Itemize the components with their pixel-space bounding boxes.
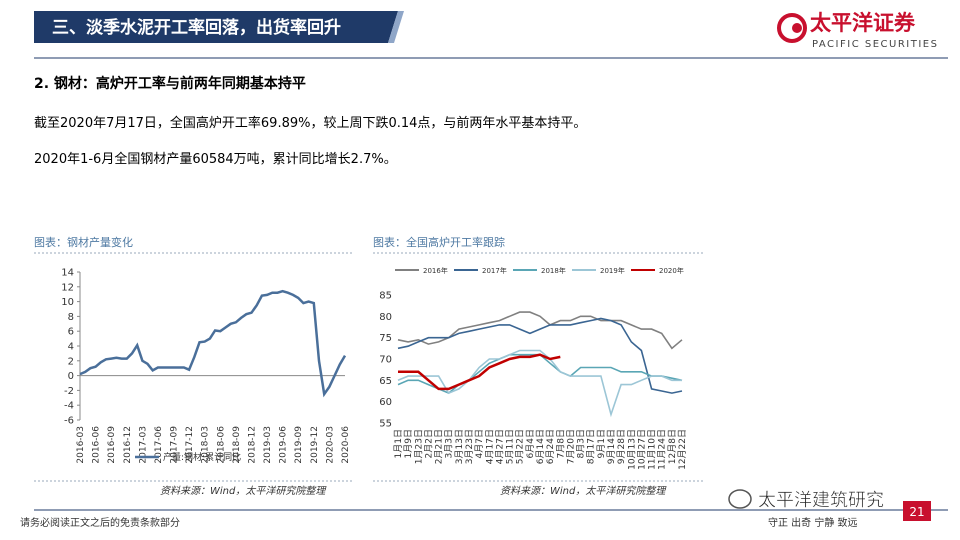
paragraph: 2020年1-6月全国钢材产量60584万吨，累计同比增长2.7%。 (34, 151, 397, 167)
header-title: 三、淡季水泥开工率回落，出货率回升 (52, 17, 341, 38)
x-tick-label: 2018-06 (216, 426, 226, 464)
x-tick-label: 11月24日 (657, 429, 668, 470)
x-tick-label: 1月9日 (403, 429, 414, 458)
x-tick-label: 2020-03 (325, 426, 335, 464)
y-tick-label: 14 (61, 268, 74, 279)
y-tick-label: 65 (379, 376, 392, 387)
source: 资料来源：Wind，太平洋研究院整理 (500, 485, 667, 497)
y-tick-label: 80 (379, 312, 392, 323)
logo-mark (777, 13, 807, 43)
x-tick-label: 2017-06 (154, 426, 164, 464)
x-tick-label: 2019-09 (294, 426, 304, 464)
x-tick-label: 2016-09 (107, 426, 117, 464)
y-tick-label: -4 (64, 401, 74, 412)
header-bar (34, 11, 398, 43)
x-tick-label: 2018-03 (201, 426, 211, 464)
x-tick-label: 12月8日 (667, 429, 678, 464)
series-line (79, 289, 347, 398)
series-line (398, 353, 561, 391)
x-tick-label: 12月22日 (677, 429, 688, 470)
x-tick-label: 2020-06 (341, 426, 351, 464)
x-tick-label: 7月8日 (555, 429, 566, 458)
series-line (397, 317, 683, 394)
y-tick-label: 70 (379, 355, 392, 366)
x-tick-label: 2016-03 (76, 426, 86, 464)
x-tick-label: 10月27日 (636, 429, 647, 470)
logo-dot (792, 23, 802, 33)
y-tick-label: 8 (68, 312, 74, 323)
y-tick-label: 12 (61, 282, 74, 293)
paragraph: 截至2020年7月17日，全国高炉开工率69.89%，较上周下跌0.14点，与前… (34, 115, 586, 131)
x-tick-label: 11月10日 (647, 429, 658, 470)
y-tick-label: 10 (61, 297, 74, 308)
x-tick-label: 2019-06 (279, 426, 289, 464)
x-tick-label: 9月14日 (606, 429, 617, 464)
x-tick-label: 3月3日 (444, 429, 455, 458)
x-tick-label: 6月14日 (535, 429, 546, 464)
legend-label: 2017年 (482, 266, 507, 275)
legend-label: 2020年 (659, 266, 684, 275)
x-tick-label: 8月3日 (576, 429, 587, 458)
series-line (397, 349, 682, 418)
x-tick-label: 6月4日 (525, 429, 536, 458)
x-tick-label: 5月11日 (505, 429, 516, 464)
x-tick-label: 2017-12 (185, 426, 195, 464)
x-tick-label: 2019-12 (310, 426, 320, 464)
x-tick-label: 2018-09 (232, 426, 242, 464)
x-tick-label: 6月24日 (545, 429, 556, 464)
x-tick-label: 10月13日 (626, 429, 637, 470)
x-tick-label: 2016-12 (123, 426, 133, 464)
motto: 守正 出奇 宁静 致远 (768, 516, 858, 529)
source: 资料来源：Wind，太平洋研究院整理 (160, 485, 327, 497)
legend-label: 产量:钢材:累计同比 (163, 451, 241, 463)
legend-label: 2018年 (541, 266, 566, 275)
header-accent (388, 11, 404, 43)
x-tick-label: 4月7日 (474, 429, 485, 458)
x-tick-label: 2月2日 (423, 429, 434, 458)
page-box (903, 501, 931, 521)
y-tick-label: 2 (68, 356, 74, 367)
section-heading: 2. 钢材：高炉开工率与前两年同期基本持平 (34, 75, 306, 92)
x-tick-label: 3月13日 (454, 429, 465, 464)
x-tick-label: 7月20日 (565, 429, 576, 464)
x-tick-label: 2018-12 (247, 426, 257, 464)
chart-title: 图表：全国高炉开工率跟踪 (373, 235, 505, 249)
x-tick-label: 4月27日 (494, 429, 505, 464)
x-tick-label: 2月21日 (434, 429, 445, 464)
legend-label: 2016年 (423, 266, 448, 275)
y-tick-label: 75 (379, 333, 392, 344)
logo-en: PACIFIC SECURITIES (812, 39, 938, 50)
y-tick-label: 4 (68, 342, 74, 353)
series-line (397, 311, 683, 350)
x-tick-label: 3月23日 (464, 429, 475, 464)
x-tick-label: 2016-06 (92, 426, 102, 464)
x-tick-label: 1月23日 (413, 429, 424, 464)
x-tick-label: 4月17日 (484, 429, 495, 464)
x-tick-label: 2019-03 (263, 426, 273, 464)
x-tick-label: 9月1日 (596, 429, 607, 458)
legend-label: 2019年 (600, 266, 625, 275)
x-tick-label: 2017-09 (170, 426, 180, 464)
x-tick-label: 9月28日 (616, 429, 627, 464)
page-number: 21 (909, 505, 924, 519)
chart-title: 图表：钢材产量变化 (34, 235, 133, 249)
y-tick-label: -6 (64, 416, 74, 427)
y-tick-label: 0 (68, 371, 74, 382)
series-line (397, 353, 683, 395)
x-tick-label: 5月22日 (515, 429, 526, 464)
wechat-icon (728, 489, 752, 509)
y-tick-label: -2 (64, 386, 74, 397)
y-tick-label: 55 (379, 419, 392, 430)
y-tick-label: 6 (68, 327, 74, 338)
disclaimer: 请务必阅读正文之后的免责条款部分 (20, 516, 180, 529)
watermark: 太平洋建筑研究 (758, 490, 884, 511)
y-tick-label: 85 (379, 291, 392, 302)
x-tick-label: 2017-03 (138, 426, 148, 464)
logo-cn: 太平洋证券 (810, 11, 916, 35)
x-tick-label: 8月17日 (586, 429, 597, 464)
y-tick-label: 60 (379, 397, 392, 408)
x-tick-label: 1月1日 (393, 429, 404, 458)
